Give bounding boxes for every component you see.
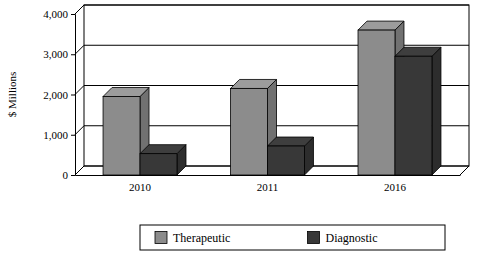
- x-tick-label: 2010: [129, 181, 152, 193]
- bars: [103, 21, 441, 175]
- x-tick: 2016: [384, 175, 407, 193]
- y-tick-label: 0: [63, 169, 69, 181]
- chart: 0 1,000 2,000 3,000 4,000 2010 2011 2016 $ Milli…: [0, 0, 479, 262]
- x-tick: 2010: [129, 175, 152, 193]
- y-axis-line: [71, 15, 76, 176]
- x-tick-label: 2016: [384, 181, 407, 193]
- x-axis-line: [76, 175, 461, 176]
- y-tick: 1,000: [43, 129, 75, 141]
- bar-top: [268, 137, 314, 146]
- legend-box: [140, 225, 445, 250]
- bar-side: [432, 47, 441, 175]
- legend-swatch: [155, 232, 167, 244]
- legend-label: Therapeutic: [173, 231, 230, 245]
- y-tick: 2,000: [43, 89, 75, 101]
- y-tick-mark: [71, 95, 75, 96]
- y-axis-title: $ Millions: [6, 72, 18, 118]
- x-axis: 2010 2011 2016: [76, 175, 461, 193]
- bar: [231, 88, 268, 175]
- y-tick: 3,000: [43, 48, 75, 60]
- legend-label: Diagnostic: [326, 231, 378, 245]
- plot: 0 1,000 2,000 3,000 4,000 2010 2011 2016: [43, 5, 469, 193]
- bar: [395, 56, 432, 175]
- bar: [140, 154, 177, 175]
- y-tick-mark: [71, 135, 75, 136]
- y-tick-mark: [71, 175, 75, 176]
- y-tick-label: 3,000: [43, 48, 68, 60]
- legend-swatch: [308, 232, 320, 244]
- grid-line: [75, 5, 469, 14]
- bar-top: [358, 21, 404, 30]
- y-tick: 0: [63, 169, 76, 181]
- y-tick-mark: [71, 14, 75, 15]
- y-tick-label: 2,000: [43, 89, 68, 101]
- x-tick: 2011: [257, 175, 279, 193]
- y-tick-label: 1,000: [43, 129, 68, 141]
- bar: [268, 146, 305, 175]
- y-tick-label: 4,000: [43, 8, 68, 20]
- y-axis: 0 1,000 2,000 3,000 4,000: [43, 8, 75, 181]
- grid: [75, 5, 469, 175]
- legend: Therapeutic Diagnostic: [140, 225, 445, 250]
- bar-top: [395, 47, 441, 56]
- bar-top: [231, 79, 277, 88]
- x-tick-label: 2011: [257, 181, 279, 193]
- bar-top: [103, 88, 149, 97]
- y-tick: 4,000: [43, 8, 75, 20]
- bar: [358, 30, 395, 175]
- bar-top: [140, 145, 186, 154]
- bar: [103, 97, 140, 175]
- y-tick-mark: [71, 54, 75, 55]
